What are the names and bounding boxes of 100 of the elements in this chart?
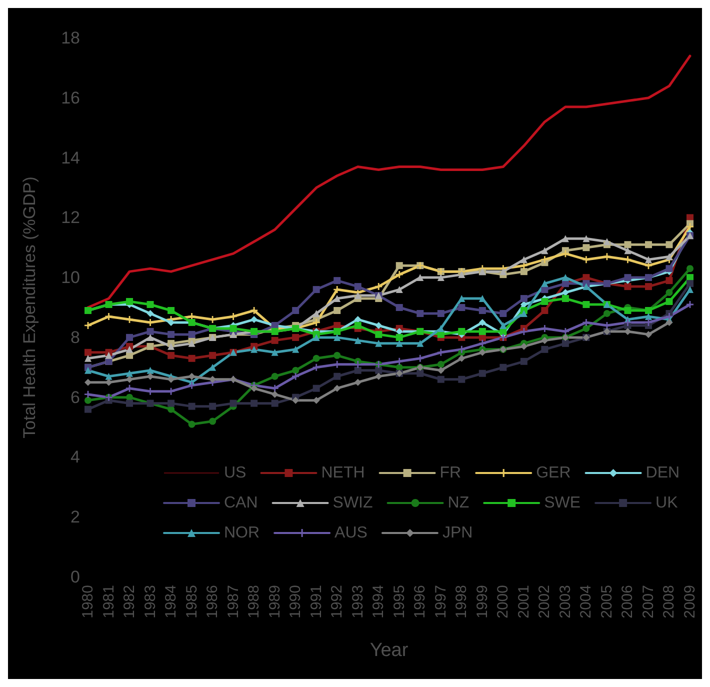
point (437, 324, 444, 332)
x-tick-label: 2004 (578, 585, 595, 618)
point (437, 376, 444, 383)
point (416, 354, 424, 362)
x-tick-label: 1981 (100, 585, 118, 618)
point (126, 298, 134, 306)
y-tick-label: 4 (70, 448, 80, 467)
legend-label: SWIZ (332, 494, 373, 512)
point (84, 406, 92, 413)
point (292, 396, 300, 404)
point (292, 346, 300, 353)
y-tick-label: 8 (70, 328, 80, 347)
point (188, 354, 196, 362)
point (478, 295, 486, 302)
point (500, 268, 507, 276)
point (188, 402, 196, 410)
point (437, 348, 444, 356)
y-tick-label: 16 (61, 88, 80, 108)
point (686, 286, 694, 294)
x-tick-label: 2006 (619, 585, 636, 618)
point (84, 378, 92, 386)
point (334, 334, 341, 341)
point (500, 310, 507, 317)
point (230, 312, 237, 320)
point (396, 304, 403, 311)
point (603, 253, 610, 260)
point (334, 306, 341, 314)
point (292, 306, 300, 314)
point (334, 352, 341, 359)
point (562, 295, 569, 302)
legend-label: GER (536, 464, 571, 482)
x-tick-label: 1990 (287, 585, 304, 618)
point (541, 247, 548, 254)
point (520, 268, 528, 276)
point (686, 280, 694, 288)
point (666, 241, 673, 248)
point (582, 318, 590, 326)
point (146, 318, 154, 326)
point (624, 256, 632, 264)
point (624, 318, 632, 326)
point (250, 346, 258, 353)
point (541, 336, 548, 344)
point (84, 366, 92, 374)
point (541, 280, 548, 288)
x-tick-label: 2007 (640, 585, 657, 618)
point (458, 354, 466, 362)
point (209, 352, 216, 359)
point (644, 256, 652, 264)
point (312, 354, 320, 362)
point (209, 402, 216, 410)
point (520, 342, 528, 350)
point (250, 306, 258, 314)
y-tick-label: 2 (70, 508, 80, 527)
x-tick-label: 1986 (204, 585, 222, 618)
legend-label: SWE (544, 494, 581, 512)
point (250, 400, 258, 407)
x-tick-label: 1989 (266, 585, 284, 618)
point (500, 322, 507, 329)
point (292, 372, 300, 380)
point (126, 394, 134, 401)
point (375, 366, 382, 374)
point (396, 271, 403, 278)
point (126, 376, 134, 383)
point (354, 366, 362, 374)
point (416, 274, 424, 282)
x-tick-label: 2008 (660, 585, 678, 618)
point (396, 340, 403, 347)
point (271, 348, 278, 356)
point (375, 283, 382, 290)
point (582, 235, 590, 242)
point (188, 330, 196, 338)
point (416, 310, 424, 317)
point (437, 274, 444, 282)
x-tick-label: 1987 (224, 585, 242, 618)
x-tick-label: 2009 (682, 585, 698, 618)
point (209, 364, 216, 371)
x-tick-label: 2002 (536, 585, 554, 618)
y-tick-label: 18 (61, 28, 80, 48)
point (396, 286, 403, 294)
point (644, 312, 652, 320)
legend-label: JPN (442, 524, 473, 542)
point (146, 310, 154, 317)
point (375, 330, 382, 338)
point (666, 265, 673, 272)
point (396, 358, 403, 365)
x-tick-label: 1983 (142, 585, 159, 618)
point (230, 400, 237, 407)
point (168, 342, 175, 350)
point (396, 334, 403, 341)
point (84, 354, 92, 362)
point (188, 340, 196, 347)
legend-label: FR (440, 464, 462, 482)
point (209, 316, 216, 323)
y-tick-label: 14 (61, 148, 80, 168)
x-tick-label: 1982 (121, 585, 138, 618)
x-tick-label: 2001 (515, 585, 532, 618)
point (458, 376, 466, 383)
point (84, 396, 92, 404)
point (312, 364, 320, 371)
point (458, 295, 466, 302)
